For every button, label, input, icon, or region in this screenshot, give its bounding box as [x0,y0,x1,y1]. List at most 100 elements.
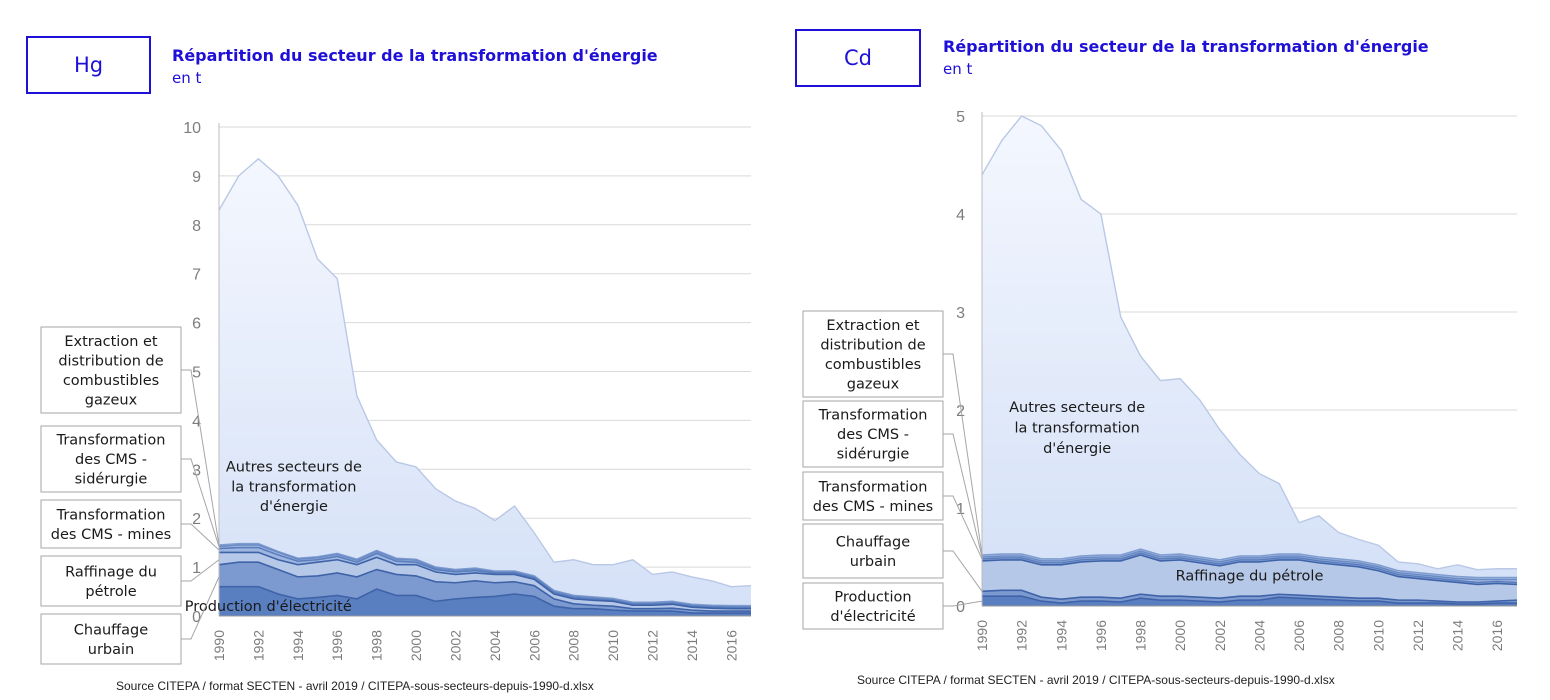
x-tick-label: 2008 [1331,620,1347,651]
x-tick-label: 1994 [1053,620,1069,651]
pollutant-box-cd: Cd [795,29,921,87]
x-tick-label: 2000 [1172,620,1188,651]
x-tick-label: 1996 [1093,620,1109,651]
callout-cms-mines [802,471,944,521]
x-tick-label: 2010 [605,630,621,661]
callout-text: des CMS - [75,452,147,468]
callout-text: distribution de [820,337,925,353]
in-chart-label: Autres secteurs de [226,460,362,476]
area-series-2 [982,555,1517,603]
series-line-5 [218,542,751,607]
x-tick-label: 2012 [1410,620,1426,651]
callout-text: combustibles [63,373,159,389]
callout-text: sidérurgie [837,447,910,463]
x-tick-label: 1994 [290,630,306,661]
area-series-2 [219,552,751,612]
callout-text: gazeux [85,392,138,408]
in-chart-label: Production d'électricité [185,599,352,615]
x-tick-label: 2002 [1212,620,1228,651]
callout-extraction [40,326,182,414]
x-tick-label: 2006 [526,630,542,661]
callout-cms-mines [40,499,182,549]
series-line-3 [218,546,751,609]
callout-chauffage [40,613,182,665]
in-chart-label: Autres secteurs de [1009,400,1145,416]
y-tick-label: 0 [956,599,965,616]
in-chart-label: la transformation [1014,421,1139,437]
callout-leader [181,559,220,582]
y-tick-label: 4 [956,207,965,224]
callout-text: des CMS - [837,427,909,443]
y-tick-label: 3 [192,462,201,479]
callout-text: pétrole [85,584,136,600]
in-chart-label: Raffinage du pétrole [1176,569,1324,585]
series-line-5 [981,548,1517,579]
x-tick-label: 1996 [329,630,345,661]
callout-leader [943,353,983,556]
callout-text: Transformation [56,433,166,449]
area-series-0 [982,596,1517,606]
series-line-4 [981,550,1517,581]
x-tick-label: 2006 [1291,620,1307,651]
callout-leader [943,433,983,558]
callout-leader [181,369,220,546]
series-line-0 [982,595,1517,605]
callout-leader [181,576,220,640]
area-series-6 [982,116,1517,578]
callout-chauffage [802,523,944,579]
chart-hg: 0 1 2 3 4 5 6 7 8 9 10 1990 1992 1994 1996 1998 2000 2002… [40,120,752,665]
x-tick-label: 1998 [1133,620,1149,651]
callout-text: des CMS - mines [51,527,171,543]
series-line-2 [981,554,1518,586]
callout-text: urbain [88,642,134,658]
x-tick-label: 2000 [408,630,424,661]
callout-text: distribution de [58,353,163,369]
y-tick-label: 1 [192,560,201,577]
x-tick-label: 1990 [974,620,990,651]
series-line-0 [219,585,751,614]
callout-raffinage [40,555,182,607]
callout-text: Transformation [818,408,928,424]
x-tick-label: 2016 [1489,620,1505,651]
series-line-2 [219,551,751,610]
in-chart-label: d'énergie [1043,441,1111,457]
series-line-6 [981,115,1517,571]
source-note-right: Source CITEPA / format SECTEN - avril 20… [857,673,1335,687]
callout-leader [181,458,220,547]
y-tick-label: 10 [183,120,201,137]
x-tick-label: 1990 [211,630,227,661]
in-chart-label: la transformation [231,479,356,495]
callout-text: sidérurgie [75,472,148,488]
source-note-left: Source CITEPA / format SECTEN - avril 20… [116,679,594,693]
callout-text: d'électricité [830,609,915,625]
callout-text: Extraction et [64,334,158,350]
series-line-1 [218,561,751,612]
callout-extraction [802,310,944,398]
chart-unit-cd: en t [943,60,973,78]
x-tick-label: 2004 [1251,620,1267,651]
callout-cms-siderurgie [802,400,944,468]
y-tick-label: 8 [192,218,201,235]
y-tick-label: 2 [956,403,965,420]
callout-text: Chauffage [836,534,910,550]
y-tick-label: 7 [192,267,201,284]
callout-leader [181,523,220,551]
callout-text: Production [834,589,911,605]
x-tick-label: 2008 [566,630,582,661]
y-tick-label: 0 [192,609,201,626]
y-tick-label: 9 [192,169,201,186]
pollutant-box-hg: Hg [26,36,151,94]
callout-leader [943,550,983,592]
area-series-6 [219,158,751,606]
x-tick-label: 1992 [1014,620,1030,651]
callout-text: Extraction et [826,318,920,334]
callout-leader [943,600,983,607]
x-tick-label: 2014 [1450,620,1466,651]
callout-leader [943,495,983,560]
x-tick-label: 2004 [487,630,503,661]
chart-title-hg: Répartition du secteur de la transformat… [172,46,658,65]
callout-cms-siderurgie [40,425,182,493]
callout-text: Transformation [56,507,166,523]
y-tick-label: 5 [956,109,965,126]
x-tick-label: 2016 [723,630,739,661]
